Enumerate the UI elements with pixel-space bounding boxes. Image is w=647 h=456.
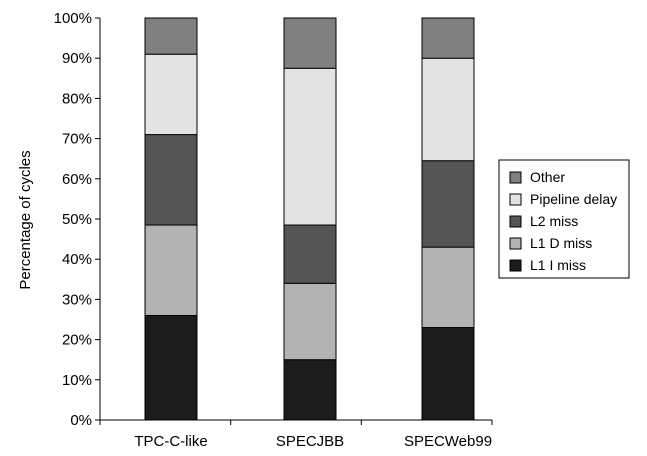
bar-segment-l1-d-miss — [283, 282, 337, 361]
y-tick-label: 10% — [62, 372, 92, 389]
y-tick-label: 40% — [62, 251, 92, 268]
bar-segment-l2-miss — [144, 134, 198, 226]
legend-label: L1 I miss — [530, 257, 586, 273]
bar-segment-l2-miss — [283, 224, 337, 284]
x-category-label: SPECJBB — [276, 433, 344, 450]
bar-segment-l2-miss — [421, 160, 475, 248]
legend-label: Pipeline delay — [530, 191, 617, 207]
bar-segment-l1-i-miss — [144, 314, 198, 421]
bar-segment-pipeline-delay — [144, 53, 198, 136]
legend-swatch — [509, 259, 522, 272]
bar-segment-other — [144, 17, 198, 55]
bar-segment-pipeline-delay — [283, 67, 337, 226]
legend-swatch — [509, 171, 522, 184]
bar-segment-l1-d-miss — [144, 224, 198, 316]
y-axis-title: Percentage of cycles — [17, 150, 34, 289]
y-tick-label: 60% — [62, 171, 92, 188]
legend-label: L1 D miss — [530, 235, 592, 251]
bar-segment-l1-d-miss — [421, 246, 475, 329]
y-tick-label: 30% — [62, 291, 92, 308]
legend-swatch — [509, 215, 522, 228]
bar-segment-l1-i-miss — [283, 359, 337, 421]
x-category-label: TPC-C-like — [134, 433, 207, 450]
x-category-label: SPECWeb99 — [404, 433, 492, 450]
legend-label: Other — [530, 169, 565, 185]
bar-segment-pipeline-delay — [421, 57, 475, 162]
legend-label: L2 miss — [530, 213, 578, 229]
bar-segment-other — [421, 17, 475, 59]
y-tick-label: 20% — [62, 332, 92, 349]
y-tick-label: 70% — [62, 131, 92, 148]
y-tick-label: 100% — [54, 10, 92, 27]
y-tick-label: 50% — [62, 211, 92, 228]
bar-segment-l1-i-miss — [421, 327, 475, 421]
legend-swatch — [509, 193, 522, 206]
y-tick-label: 80% — [62, 90, 92, 107]
y-tick-label: 90% — [62, 50, 92, 67]
bar-segment-other — [283, 17, 337, 69]
plot-area: 0% 10% 20% 30% 40% 50% 60% 70% 80% 90% 100% TPC-C-l… — [54, 10, 493, 450]
y-tick-label: 0% — [70, 412, 92, 429]
legend: Other Pipeline delay L2 miss L1 D miss L1 I … — [498, 159, 630, 279]
legend-swatch — [509, 237, 522, 250]
